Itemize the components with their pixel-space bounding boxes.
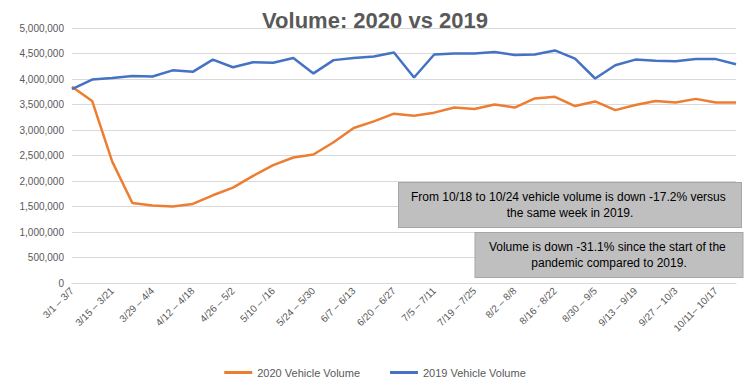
svg-text:5/10 – /16: 5/10 – /16 [238,285,277,324]
svg-text:2019 Vehicle Volume: 2019 Vehicle Volume [423,367,526,379]
svg-text:3/1 – 3/7: 3/1 – 3/7 [41,285,77,321]
svg-text:1,500,000: 1,500,000 [20,201,65,212]
svg-text:8/30 – 9/5: 8/30 – 9/5 [560,285,599,324]
svg-text:2020 Vehicle Volume: 2020 Vehicle Volume [257,367,360,379]
svg-text:3/15 – 3/21: 3/15 – 3/21 [73,285,116,328]
svg-text:10/11– 10/17: 10/11– 10/17 [671,285,720,334]
svg-text:5/24 – 5/30: 5/24 – 5/30 [274,285,317,328]
svg-text:7/5 – 7/11: 7/5 – 7/11 [399,285,438,324]
svg-text:8/16 - 8/22: 8/16 - 8/22 [517,285,559,327]
svg-text:2,500,000: 2,500,000 [20,150,65,161]
svg-text:pandemic compared to 2019.: pandemic compared to 2019. [531,256,686,270]
svg-text:Volume: 2020 vs 2019: Volume: 2020 vs 2019 [262,8,488,33]
svg-text:4/26 – 5/2: 4/26 – 5/2 [198,285,237,324]
svg-text:Volume is down -31.1% since th: Volume is down -31.1% since the start of… [489,240,729,254]
svg-text:3,000,000: 3,000,000 [20,125,65,136]
svg-text:6/7 – 6/13: 6/7 – 6/13 [318,285,357,324]
svg-text:8/2 – 8/8: 8/2 – 8/8 [483,285,519,321]
svg-text:2,000,000: 2,000,000 [20,176,65,187]
svg-text:0: 0 [58,278,64,289]
svg-text:500,000: 500,000 [28,252,65,263]
svg-text:3,500,000: 3,500,000 [20,99,65,110]
svg-text:9/27 – 10/3: 9/27 – 10/3 [636,285,679,328]
svg-text:6/20 – 6/27: 6/20 – 6/27 [355,285,398,328]
svg-text:4/12 – 4/18: 4/12 – 4/18 [154,285,197,328]
svg-text:1,000,000: 1,000,000 [20,227,65,238]
svg-text:4,000,000: 4,000,000 [20,74,65,85]
svg-text:5,000,000: 5,000,000 [20,23,65,34]
svg-text:From 10/18 to 10/24 vehicle vo: From 10/18 to 10/24 vehicle volume is do… [411,190,729,204]
svg-text:7/19 – 7/25: 7/19 – 7/25 [435,285,478,328]
svg-text:3/29 – 4/4: 3/29 – 4/4 [117,285,156,324]
svg-text:the same week in 2019.: the same week in 2019. [507,206,634,220]
svg-text:9/13 – 9/19: 9/13 – 9/19 [596,285,639,328]
svg-text:4,500,000: 4,500,000 [20,48,65,59]
